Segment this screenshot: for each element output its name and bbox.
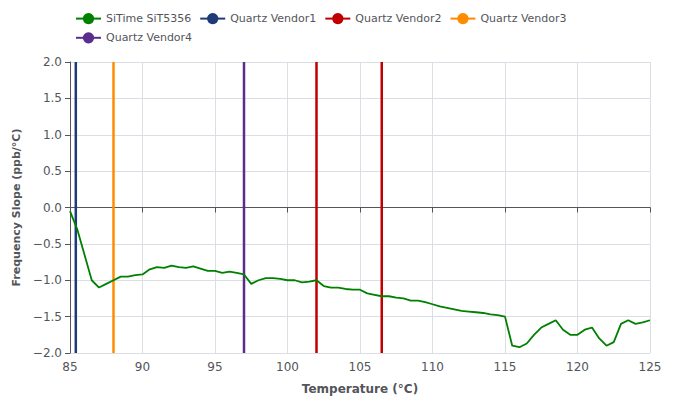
svg-text:105: 105: [349, 360, 372, 374]
svg-text:0.5: 0.5: [43, 164, 62, 178]
svg-text:−2.0: −2.0: [33, 346, 62, 360]
svg-text:0.0: 0.0: [43, 201, 62, 215]
svg-text:Temperature (°C): Temperature (°C): [302, 382, 418, 396]
svg-text:110: 110: [421, 360, 444, 374]
svg-text:1.5: 1.5: [43, 91, 62, 105]
svg-text:95: 95: [207, 360, 222, 374]
svg-text:125: 125: [639, 360, 662, 374]
svg-text:SiTime SiT5356: SiTime SiT5356: [106, 12, 191, 25]
svg-text:100: 100: [276, 360, 299, 374]
svg-text:Frequency Slope (ppb/°C): Frequency Slope (ppb/°C): [10, 129, 23, 287]
svg-text:115: 115: [494, 360, 517, 374]
svg-text:−0.5: −0.5: [33, 237, 62, 251]
svg-text:Quartz Vendor4: Quartz Vendor4: [106, 31, 192, 44]
svg-text:2.0: 2.0: [43, 55, 62, 69]
svg-text:85: 85: [62, 360, 77, 374]
svg-text:1.0: 1.0: [43, 128, 62, 142]
svg-text:Quartz Vendor3: Quartz Vendor3: [480, 12, 566, 25]
svg-text:120: 120: [566, 360, 589, 374]
svg-text:−1.0: −1.0: [33, 273, 62, 287]
svg-text:−1.5: −1.5: [33, 310, 62, 324]
svg-text:Quartz Vendor2: Quartz Vendor2: [355, 12, 441, 25]
svg-text:Quartz Vendor1: Quartz Vendor1: [230, 12, 316, 25]
svg-text:90: 90: [135, 360, 150, 374]
